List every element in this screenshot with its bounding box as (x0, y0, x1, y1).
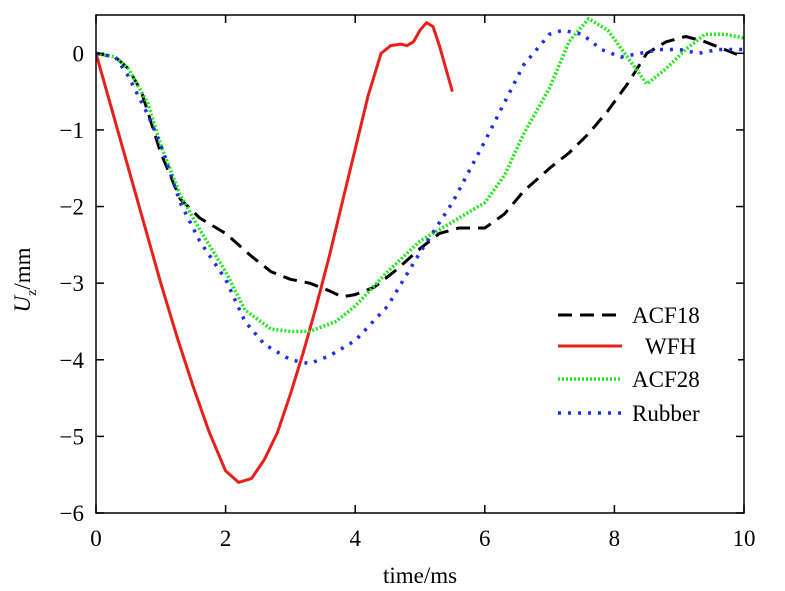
y-tick-label: −1 (60, 118, 84, 143)
legend-label-acf18: ACF18 (632, 303, 700, 328)
legend-box (548, 290, 738, 430)
svg-text:Uz/mm: Uz/mm (10, 247, 40, 312)
tick-labels-layer: 0 2 4 6 8 10 0 −1 −2 −3 −4 −5 −6 (60, 41, 756, 551)
y-tick-label: −3 (60, 271, 84, 296)
y-tick-label: −5 (60, 424, 84, 449)
x-tick-label: 10 (733, 526, 756, 551)
x-axis-label: time/ms (383, 563, 457, 588)
legend-label-wfh: WFH (645, 334, 696, 359)
y-axis-label-sub: z (25, 290, 40, 296)
ticks-layer (95, 15, 745, 514)
series-line-wfh (96, 21, 454, 484)
plot-frame (95, 14, 745, 514)
x-tick-label: 2 (220, 526, 232, 551)
legend-label-rubber: Rubber (632, 401, 700, 426)
x-tick-label: 6 (479, 526, 491, 551)
series-line-acf28 (96, 17, 744, 334)
y-tick-label: −2 (60, 195, 84, 220)
legend: ACF18 WFH ACF28 Rubber (548, 290, 738, 430)
x-tick-label: 4 (349, 526, 361, 551)
y-tick-label: −4 (60, 348, 85, 373)
y-axis-label: Uz/mm (10, 247, 40, 312)
x-tick-label: 0 (90, 526, 102, 551)
series-layer (96, 17, 744, 484)
y-axis-label-main: U (10, 295, 35, 313)
y-tick-label: −6 (60, 501, 84, 526)
y-tick-label: 0 (73, 41, 85, 66)
legend-label-acf28: ACF28 (632, 367, 700, 392)
x-tick-label: 8 (609, 526, 621, 551)
y-axis-label-unit: /mm (10, 247, 35, 289)
